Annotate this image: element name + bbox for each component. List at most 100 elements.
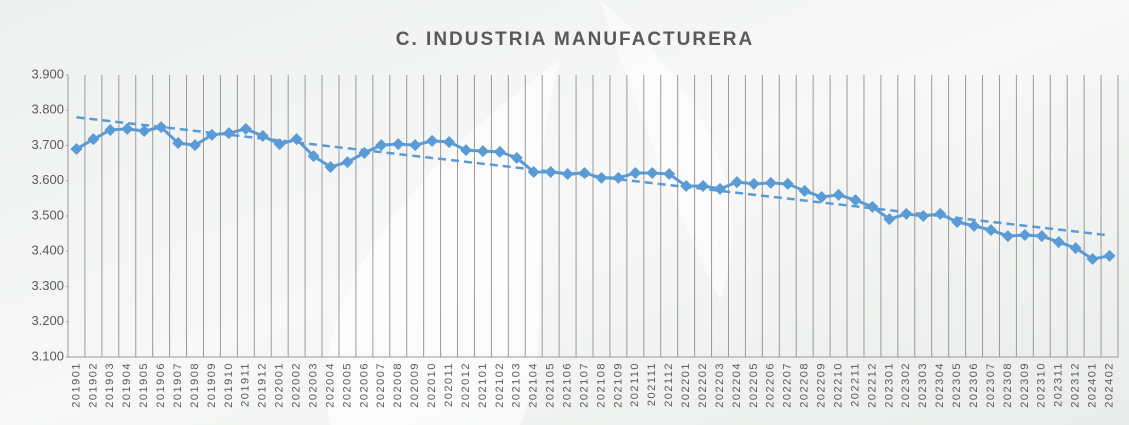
marker [714, 182, 727, 195]
y-tick-label: 3.700 [31, 137, 64, 152]
x-tick-label: 202010 [426, 362, 438, 408]
y-tick-label: 3.500 [31, 207, 64, 222]
x-tick-label: 202309 [1019, 362, 1031, 408]
x-tick-label: 202101 [477, 362, 489, 408]
x-tick-label: 202204 [731, 362, 743, 408]
x-tick-label: 202201 [680, 362, 692, 408]
marker [697, 180, 710, 193]
y-tick-label: 3.100 [31, 348, 64, 363]
marker [883, 213, 896, 226]
marker [307, 150, 320, 163]
x-tick-label: 202003 [307, 362, 319, 408]
x-tick-label: 202011 [443, 362, 455, 407]
marker [866, 200, 879, 213]
x-tick-label: 201902 [87, 362, 99, 408]
x-tick-label: 202211 [849, 362, 861, 407]
x-tick-label: 202108 [595, 362, 607, 408]
x-tick-label: 201901 [70, 362, 82, 408]
x-tick-label: 202109 [612, 362, 624, 408]
x-tick-label: 202105 [545, 362, 557, 408]
x-tick-label: 202106 [562, 362, 574, 408]
marker [900, 207, 913, 220]
marker [544, 165, 557, 178]
marker [239, 122, 252, 135]
marker [1018, 229, 1031, 242]
x-tick-label: 201908 [189, 362, 201, 408]
marker [510, 151, 523, 164]
marker [87, 133, 100, 146]
x-tick-label: 202402 [1103, 362, 1115, 408]
x-tick-label: 201912 [257, 362, 269, 408]
marker [968, 219, 981, 232]
marker [764, 176, 777, 189]
marker [443, 135, 456, 148]
x-tick-label: 201907 [172, 362, 184, 408]
marker [155, 121, 168, 134]
x-tick-label: 202209 [816, 362, 828, 408]
x-tick-label: 202007 [375, 362, 387, 408]
marker [1069, 242, 1082, 255]
x-tick-label: 202303 [917, 362, 929, 408]
x-tick-label: 202308 [1002, 362, 1014, 408]
y-tick-label: 3.300 [31, 278, 64, 293]
marker [561, 168, 574, 181]
x-tick-label: 202305 [951, 362, 963, 408]
marker [1103, 249, 1116, 262]
marker [459, 144, 472, 157]
x-tick-label: 202207 [782, 362, 794, 408]
marker [189, 139, 202, 152]
marker [104, 123, 117, 136]
marker [595, 171, 608, 184]
marker [375, 139, 388, 152]
marker [392, 138, 405, 151]
x-tick-label: 202006 [358, 362, 370, 408]
x-tick-label: 202311 [1053, 362, 1065, 407]
marker [815, 190, 828, 203]
marker [1035, 230, 1048, 243]
marker [663, 168, 676, 181]
x-tick-label: 202302 [900, 362, 912, 408]
marker [629, 166, 642, 179]
x-tick-label: 202012 [460, 362, 472, 408]
y-tick-label: 3.200 [31, 313, 64, 328]
y-tick-label: 3.800 [31, 102, 64, 117]
x-tick-label: 202310 [1036, 362, 1048, 408]
x-tick-label: 201903 [104, 362, 116, 408]
x-tick-label: 201911 [240, 362, 252, 407]
y-tick-label: 3.900 [31, 66, 64, 81]
x-tick-label: 202104 [528, 362, 540, 408]
marker [917, 210, 930, 222]
x-tick-label: 202110 [629, 362, 641, 407]
marker [205, 128, 218, 141]
marker [1086, 253, 1099, 266]
x-tick-label: 202001 [274, 362, 286, 408]
x-tick-label: 202103 [511, 362, 523, 408]
x-tick-label: 202203 [714, 362, 726, 408]
marker [527, 165, 540, 178]
marker [1052, 236, 1065, 249]
x-tick-label: 201905 [138, 362, 150, 408]
marker [798, 184, 811, 197]
x-tick-label: 201909 [206, 362, 218, 408]
marker [849, 194, 862, 207]
x-tick-label: 202008 [392, 362, 404, 408]
y-tick-label: 3.600 [31, 172, 64, 187]
marker [290, 133, 303, 146]
marker [341, 156, 354, 169]
marker [951, 215, 964, 228]
marker [256, 129, 269, 142]
x-tick-label: 202307 [985, 362, 997, 408]
marker [70, 143, 83, 156]
x-tick-label: 202009 [409, 362, 421, 408]
x-tick-label: 202004 [324, 362, 336, 408]
marker [121, 122, 134, 135]
marker [578, 166, 591, 179]
marker [984, 224, 997, 237]
x-tick-label: 201910 [223, 362, 235, 408]
marker [358, 146, 371, 159]
marker [172, 137, 185, 150]
x-tick-label: 202111 [646, 362, 658, 406]
marker [1001, 230, 1014, 243]
marker [646, 166, 659, 179]
